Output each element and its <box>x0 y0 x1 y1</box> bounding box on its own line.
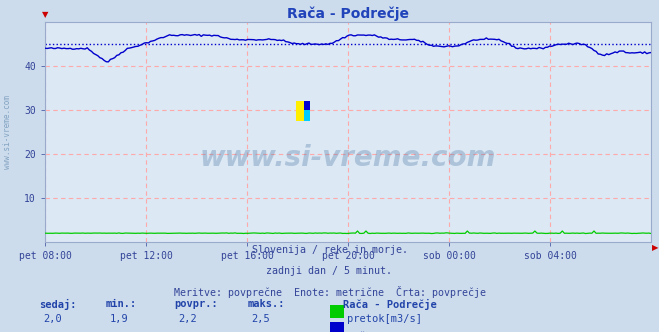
Text: ▼: ▼ <box>42 10 49 19</box>
Text: zadnji dan / 5 minut.: zadnji dan / 5 minut. <box>266 266 393 276</box>
Text: Meritve: povprečne  Enote: metrične  Črta: povprečje: Meritve: povprečne Enote: metrične Črta:… <box>173 287 486 298</box>
Text: 2,5: 2,5 <box>251 314 270 324</box>
Text: maks.:: maks.: <box>247 299 285 309</box>
Text: 2,2: 2,2 <box>179 314 197 324</box>
Text: 2,0: 2,0 <box>43 314 62 324</box>
Text: Slovenija / reke in morje.: Slovenija / reke in morje. <box>252 245 407 255</box>
Text: Rača - Podrečje: Rača - Podrečje <box>343 299 436 310</box>
Text: min.:: min.: <box>105 299 136 309</box>
Text: www.si-vreme.com: www.si-vreme.com <box>200 144 496 172</box>
Text: povpr.:: povpr.: <box>175 299 218 309</box>
Text: pretok[m3/s]: pretok[m3/s] <box>347 314 422 324</box>
Text: sedaj:: sedaj: <box>40 299 77 310</box>
Text: 1,9: 1,9 <box>109 314 128 324</box>
Title: Rača - Podrečje: Rača - Podrečje <box>287 6 409 21</box>
Text: www.si-vreme.com: www.si-vreme.com <box>3 95 13 169</box>
Text: ▶: ▶ <box>652 243 659 252</box>
